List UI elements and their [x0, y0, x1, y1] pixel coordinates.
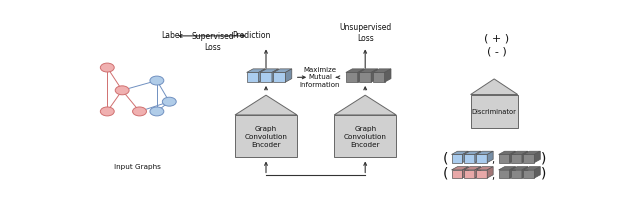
- Polygon shape: [524, 170, 534, 178]
- Polygon shape: [476, 167, 493, 170]
- Polygon shape: [451, 154, 463, 163]
- Polygon shape: [476, 154, 487, 163]
- Ellipse shape: [132, 107, 147, 116]
- Ellipse shape: [163, 97, 176, 106]
- Text: Prediction: Prediction: [232, 31, 270, 40]
- Polygon shape: [522, 151, 528, 163]
- Polygon shape: [463, 151, 468, 163]
- Polygon shape: [522, 167, 528, 178]
- Polygon shape: [487, 151, 493, 163]
- Polygon shape: [358, 69, 364, 82]
- Ellipse shape: [150, 76, 164, 85]
- Polygon shape: [487, 167, 493, 178]
- Polygon shape: [470, 79, 518, 95]
- Polygon shape: [511, 167, 528, 170]
- Text: Label: Label: [161, 31, 182, 40]
- Polygon shape: [451, 151, 468, 154]
- FancyBboxPatch shape: [235, 115, 297, 157]
- Polygon shape: [451, 167, 468, 170]
- Polygon shape: [464, 154, 475, 163]
- Text: ( + ): ( + ): [484, 33, 509, 43]
- Polygon shape: [511, 151, 528, 154]
- Polygon shape: [524, 167, 540, 170]
- Ellipse shape: [150, 107, 164, 116]
- Text: Unsupervised
Loss: Unsupervised Loss: [339, 23, 391, 43]
- Polygon shape: [511, 170, 522, 178]
- Polygon shape: [451, 170, 463, 178]
- Polygon shape: [464, 151, 481, 154]
- Polygon shape: [499, 154, 509, 163]
- Polygon shape: [359, 72, 371, 82]
- Ellipse shape: [115, 86, 129, 95]
- Polygon shape: [499, 151, 515, 154]
- Polygon shape: [260, 72, 272, 82]
- Polygon shape: [334, 95, 396, 115]
- Polygon shape: [235, 95, 297, 115]
- Polygon shape: [385, 69, 391, 82]
- Polygon shape: [476, 170, 487, 178]
- Text: Graph
Convolution
Encoder: Graph Convolution Encoder: [244, 126, 287, 148]
- Polygon shape: [509, 151, 515, 163]
- Text: Discriminator: Discriminator: [472, 109, 516, 115]
- Polygon shape: [259, 69, 265, 82]
- Polygon shape: [372, 69, 391, 72]
- Polygon shape: [524, 154, 534, 163]
- Polygon shape: [346, 72, 358, 82]
- Polygon shape: [272, 69, 278, 82]
- Polygon shape: [509, 167, 515, 178]
- Polygon shape: [534, 167, 540, 178]
- Polygon shape: [476, 151, 493, 154]
- Text: ): ): [541, 167, 547, 181]
- Text: Supervised
Loss: Supervised Loss: [191, 32, 234, 52]
- Polygon shape: [260, 69, 278, 72]
- Ellipse shape: [100, 107, 114, 116]
- Polygon shape: [246, 69, 265, 72]
- Polygon shape: [372, 72, 385, 82]
- Text: Maximize
Mutual
Information: Maximize Mutual Information: [300, 67, 340, 88]
- Polygon shape: [524, 151, 540, 154]
- Ellipse shape: [100, 63, 114, 72]
- Polygon shape: [463, 167, 468, 178]
- Text: (: (: [442, 151, 448, 165]
- FancyBboxPatch shape: [470, 95, 518, 128]
- Polygon shape: [346, 69, 364, 72]
- Polygon shape: [246, 72, 259, 82]
- Text: ,: ,: [492, 171, 495, 181]
- Text: Input Graphs: Input Graphs: [114, 164, 161, 170]
- Text: ,: ,: [492, 156, 495, 165]
- Polygon shape: [511, 154, 522, 163]
- Text: ): ): [541, 151, 547, 165]
- Polygon shape: [534, 151, 540, 163]
- Polygon shape: [464, 167, 481, 170]
- Text: Graph
Convolution
Encoder: Graph Convolution Encoder: [344, 126, 387, 148]
- Polygon shape: [371, 69, 378, 82]
- Polygon shape: [499, 167, 515, 170]
- Text: (: (: [442, 167, 448, 181]
- Polygon shape: [475, 151, 481, 163]
- Text: ( - ): ( - ): [487, 46, 506, 56]
- FancyBboxPatch shape: [334, 115, 396, 157]
- Polygon shape: [359, 69, 378, 72]
- Polygon shape: [475, 167, 481, 178]
- Polygon shape: [273, 72, 285, 82]
- Polygon shape: [464, 170, 475, 178]
- Polygon shape: [499, 170, 509, 178]
- Polygon shape: [273, 69, 292, 72]
- Polygon shape: [285, 69, 292, 82]
